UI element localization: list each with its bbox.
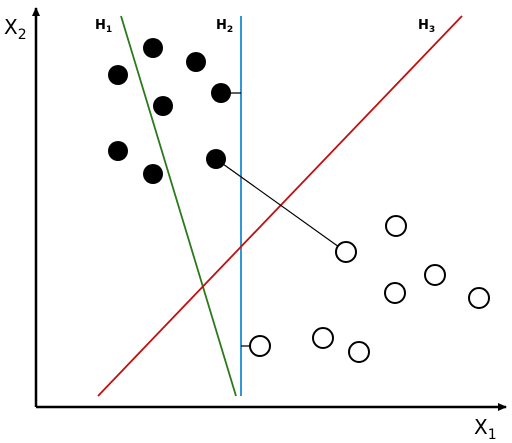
point <box>108 141 128 161</box>
x-axis-label: X1 <box>474 415 497 443</box>
point <box>384 282 406 304</box>
subscript: 1 <box>106 25 112 35</box>
point <box>143 164 163 184</box>
subscript: 2 <box>227 25 233 35</box>
y-axis-label: X2 <box>4 15 27 43</box>
h3-label: H3 <box>418 18 435 35</box>
class-open <box>249 215 490 363</box>
point <box>348 341 370 363</box>
label: X <box>474 415 488 439</box>
label: H <box>216 18 227 33</box>
h1-label: H1 <box>95 18 112 35</box>
point <box>108 65 128 85</box>
subscript: 3 <box>429 25 435 35</box>
point <box>335 241 357 263</box>
class-filled <box>108 38 231 184</box>
point <box>249 335 271 357</box>
margin-connectors <box>215 92 347 347</box>
subscript: 2 <box>18 27 27 43</box>
point <box>385 215 407 237</box>
point <box>424 264 446 286</box>
hyperplane-h3 <box>97 15 463 397</box>
point <box>186 52 206 72</box>
label: H <box>418 18 429 33</box>
point <box>206 149 226 169</box>
h2-label: H2 <box>216 18 233 35</box>
point <box>468 287 490 309</box>
subscript: 1 <box>488 427 497 443</box>
point <box>211 83 231 103</box>
point <box>153 96 173 116</box>
hyperplane-h1 <box>120 15 237 397</box>
point <box>312 327 334 349</box>
point <box>143 38 163 58</box>
connector <box>215 158 347 253</box>
label: X <box>4 15 18 39</box>
label: H <box>95 18 106 33</box>
